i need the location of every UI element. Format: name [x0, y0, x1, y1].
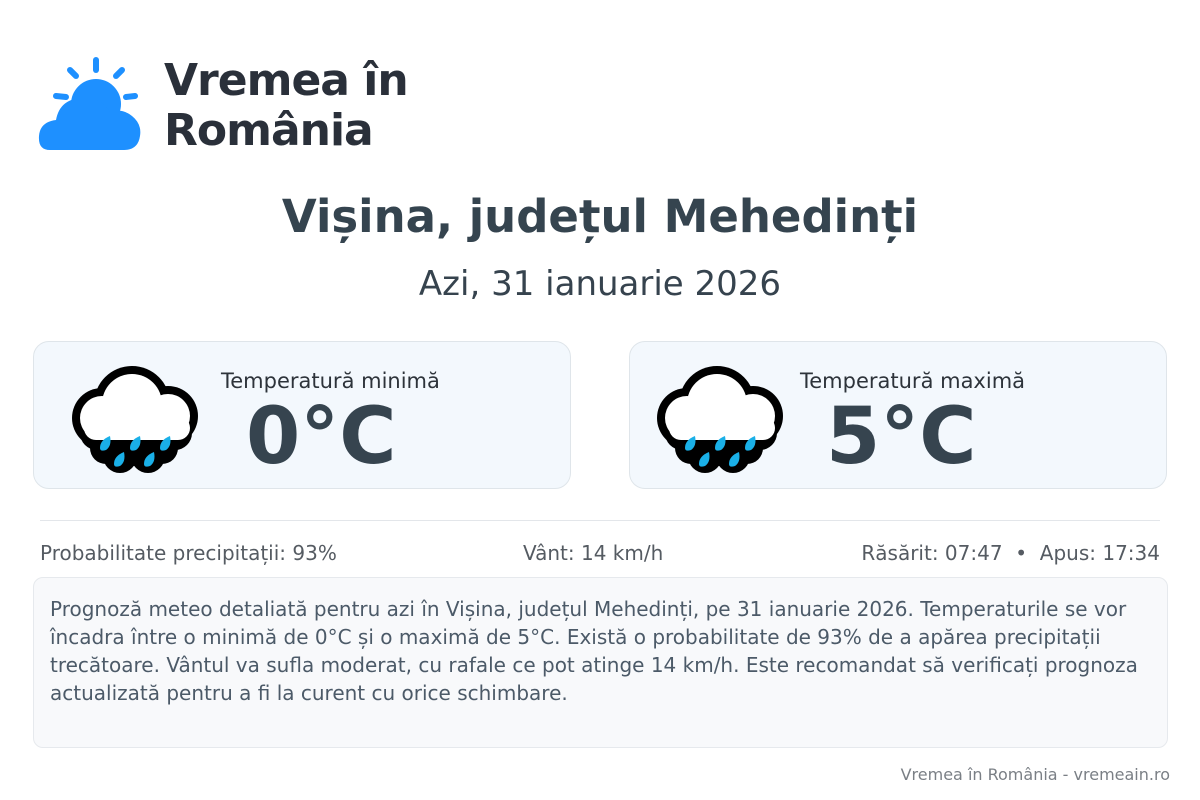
- rain-cloud-icon: [657, 366, 783, 473]
- logo-line1: Vremea în: [164, 55, 409, 106]
- page-title: Vișina, județul Mehedinți: [281, 190, 919, 243]
- sun-cloud-icon: [38, 57, 141, 150]
- max-temp-label: Temperatură maximă: [800, 369, 1026, 393]
- min-temp-value: 0°C: [246, 392, 397, 482]
- page-subtitle: Azi, 31 ianuarie 2026: [418, 264, 782, 304]
- max-temp-card: Temperatură maximă 5°C: [629, 341, 1167, 489]
- footer-credit[interactable]: Vremea în România - vremeain.ro: [900, 765, 1170, 784]
- precipitation-stat: Probabilitate precipitații: 93%: [40, 541, 337, 565]
- forecast-description: Prognoză meteo detaliată pentru azi în V…: [33, 577, 1168, 748]
- sunrise-sunset-stat: Răsărit: 07:47 • Apus: 17:34: [861, 541, 1160, 565]
- logo-text: Vremea în România: [164, 55, 409, 156]
- logo[interactable]: Vremea în România: [36, 54, 409, 156]
- min-temp-card: Temperatură minimă 0°C: [33, 341, 571, 489]
- divider: [40, 520, 1160, 521]
- min-temp-label: Temperatură minimă: [221, 369, 440, 393]
- max-temp-value: 5°C: [826, 392, 977, 482]
- wind-stat: Vânt: 14 km/h: [523, 541, 664, 565]
- rain-cloud-icon: [72, 366, 198, 473]
- logo-line2: România: [164, 105, 374, 156]
